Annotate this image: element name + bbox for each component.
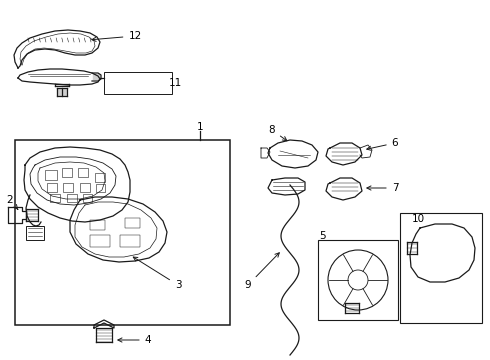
Text: 11: 11 xyxy=(169,78,182,88)
Bar xyxy=(62,168,72,177)
Text: 12: 12 xyxy=(92,31,142,41)
Bar xyxy=(26,226,44,240)
Text: 2: 2 xyxy=(7,195,18,210)
Text: 10: 10 xyxy=(412,214,425,224)
Bar xyxy=(96,184,105,192)
Bar xyxy=(50,194,60,202)
Bar xyxy=(95,173,105,182)
Bar xyxy=(78,168,88,177)
Bar xyxy=(47,183,57,192)
Bar xyxy=(90,220,105,230)
Text: 4: 4 xyxy=(118,335,151,345)
Text: 1: 1 xyxy=(196,122,203,132)
Text: 9: 9 xyxy=(245,253,279,290)
Bar xyxy=(125,218,140,228)
Text: 8: 8 xyxy=(269,125,287,141)
Text: 7: 7 xyxy=(367,183,398,193)
Bar xyxy=(15,140,230,325)
Bar xyxy=(67,194,77,202)
Bar xyxy=(63,183,73,192)
Bar xyxy=(83,194,92,202)
Bar xyxy=(104,72,172,94)
Bar xyxy=(90,235,110,247)
Bar xyxy=(400,213,482,323)
Bar xyxy=(45,170,57,180)
Bar xyxy=(120,235,140,247)
Bar xyxy=(80,183,90,192)
Text: 6: 6 xyxy=(367,138,398,150)
Text: 3: 3 xyxy=(133,257,181,290)
Bar xyxy=(318,240,398,320)
Text: 5: 5 xyxy=(318,231,325,241)
